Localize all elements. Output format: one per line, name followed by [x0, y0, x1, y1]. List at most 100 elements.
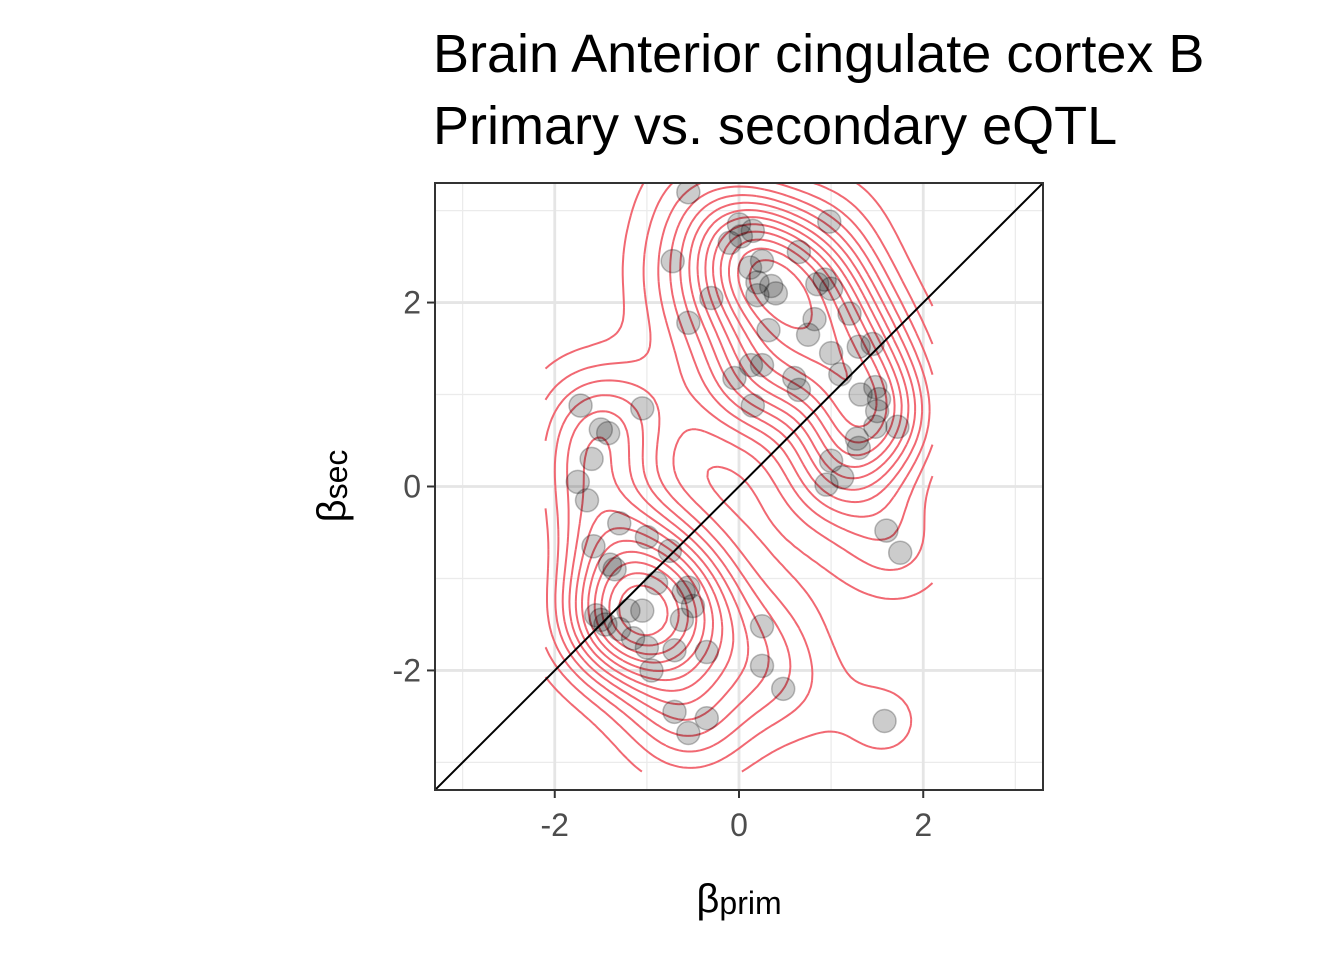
contour-level: [608, 247, 849, 647]
data-point: [593, 612, 618, 637]
data-point: [597, 552, 623, 577]
data-point: [602, 557, 627, 582]
data-point: [588, 417, 614, 442]
data-point: [738, 352, 764, 378]
contour-level: [568, 201, 917, 706]
data-point: [662, 637, 687, 663]
contour-level: [600, 238, 878, 656]
data-point: [837, 301, 862, 326]
data-point: [818, 276, 844, 302]
x-tick-label: -2: [541, 807, 569, 843]
data-point: [846, 334, 872, 359]
data-point: [828, 362, 853, 387]
contour-level: [544, 183, 934, 773]
data-point: [660, 248, 685, 274]
contour-level: [574, 209, 910, 692]
x-axis-title: βprim: [696, 877, 781, 921]
data-point: [726, 212, 752, 237]
reference-line-y-equals-x: [435, 183, 1043, 790]
data-point: [676, 310, 701, 336]
data-point: [595, 420, 621, 446]
data-point: [694, 639, 720, 665]
data-point: [680, 593, 706, 619]
data-point: [639, 658, 664, 683]
data-point: [786, 377, 812, 403]
data-point: [606, 616, 632, 642]
y-tick-label: 2: [403, 285, 421, 321]
data-point: [676, 575, 701, 600]
data-point: [676, 720, 701, 746]
y-tick-label: -2: [393, 652, 421, 688]
data-point: [630, 396, 655, 421]
data-point: [795, 322, 821, 347]
data-point: [745, 282, 770, 308]
data-point: [717, 230, 743, 256]
data-point: [722, 365, 747, 391]
data-point: [863, 374, 888, 400]
data-point: [802, 306, 827, 332]
axis-ticks: -2 0 2 -2 0 2: [393, 285, 933, 843]
data-point: [763, 281, 789, 306]
data-point: [885, 414, 910, 439]
data-point: [866, 386, 892, 412]
data-point: [737, 255, 763, 280]
data-point: [620, 626, 646, 651]
data-point: [745, 270, 770, 295]
data-point: [671, 580, 696, 605]
data-point: [616, 598, 641, 623]
data-point: [805, 271, 830, 297]
data-point: [863, 414, 888, 439]
data-point: [874, 518, 899, 543]
data-point: [606, 511, 632, 536]
data-point: [786, 239, 812, 265]
data-point: [860, 331, 885, 357]
data-point: [565, 469, 591, 495]
x-tick-label: 0: [730, 807, 748, 843]
data-point: [657, 538, 683, 564]
data-point: [643, 570, 669, 596]
data-point: [630, 598, 655, 623]
data-point: [749, 614, 775, 639]
data-point: [634, 524, 660, 550]
data-point: [818, 340, 844, 366]
data-point: [581, 534, 606, 559]
x-tick-label: 2: [914, 807, 932, 843]
contour-level: [581, 216, 903, 682]
y-axis-subscript: sec: [318, 450, 354, 500]
contour-level: [553, 185, 931, 737]
density-contours: [544, 183, 934, 773]
contour-level: [544, 183, 934, 753]
data-points: [565, 183, 913, 746]
data-point: [844, 426, 870, 451]
data-point: [817, 209, 842, 234]
identity-line: [435, 183, 1043, 790]
data-point: [662, 699, 687, 725]
data-point: [749, 653, 775, 679]
data-point: [740, 393, 766, 418]
data-point: [872, 708, 897, 734]
contour-level: [593, 230, 888, 664]
y-axis-symbol: β: [310, 499, 354, 522]
y-axis-title: βsec: [310, 450, 354, 523]
data-point: [568, 393, 593, 418]
data-point: [782, 365, 807, 391]
data-point: [588, 607, 614, 633]
data-point: [669, 607, 695, 633]
data-point: [864, 398, 890, 424]
x-axis-symbol: β: [696, 877, 719, 921]
data-point: [749, 248, 775, 274]
data-point: [699, 285, 724, 311]
data-point: [740, 218, 766, 244]
data-point: [814, 472, 839, 497]
data-point: [848, 382, 873, 407]
data-point: [676, 183, 701, 205]
data-point: [812, 267, 837, 292]
chart-title-line-1: Brain Anterior cingulate cortex B: [433, 24, 1204, 84]
contour-level: [544, 183, 934, 769]
y-tick-label: 0: [403, 469, 421, 505]
data-point: [574, 488, 600, 513]
data-point: [887, 540, 913, 565]
data-point: [829, 465, 855, 490]
chart-title-line-2: Primary vs. secondary eQTL: [433, 96, 1117, 156]
